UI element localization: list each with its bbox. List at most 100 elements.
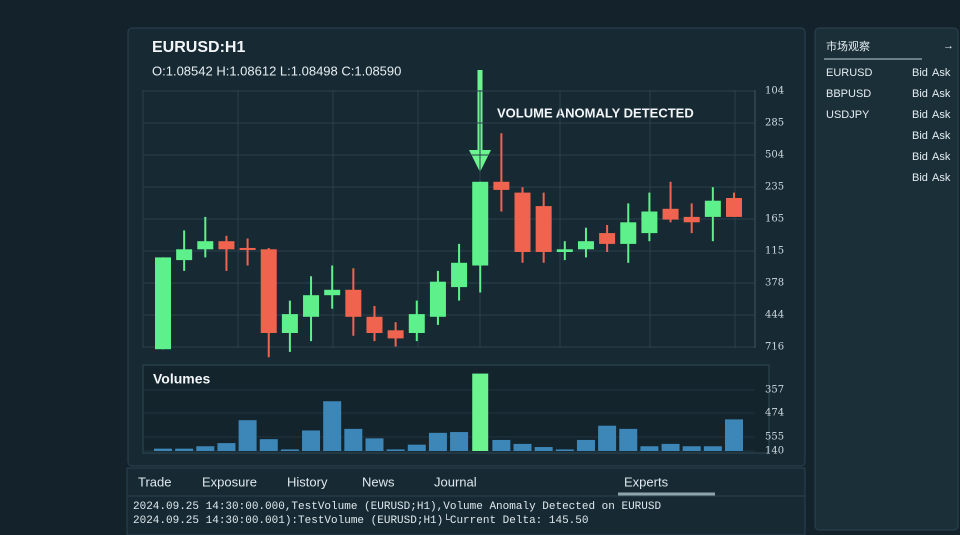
ohlc-text: O:1.08542 H:1.08612 L:1.08498 C:1.08590 [152,63,401,78]
candle-body [493,181,510,190]
watch-ask: Ask [932,130,951,142]
watch-ask: Ask [932,67,951,79]
candle-body [324,289,341,296]
terminal-tab[interactable]: News [362,474,395,489]
volume-bar [238,420,257,451]
watch-bid: Bid [912,151,928,163]
volume-bar [640,446,659,451]
candle-body [472,181,489,266]
volume-bar [661,443,680,451]
log-line: 2024.09.25 14:30:00.000,TestVolume (EURU… [133,501,661,513]
watchlist-icon[interactable]: → [943,40,954,52]
volume-bar [280,449,299,451]
volume-bar [703,446,722,451]
candle-body [366,316,383,333]
watch-bid: Bid [912,172,928,184]
candle-body [155,257,171,350]
candle-body [535,206,552,252]
volume-bar [619,428,638,451]
watch-ask: Ask [932,109,951,121]
volume-bar [513,443,532,451]
price-axis-label: 115 [765,246,784,257]
watchlist-title: 市场观察 [826,39,870,53]
watch-bid: Bid [912,67,928,79]
volume-axis-label: 140 [765,446,784,457]
candle-body [451,262,468,288]
volume-bar [428,432,447,451]
volume-bar [407,444,426,451]
candle-body [726,198,742,217]
watch-ask: Ask [932,88,951,100]
candle-body [641,211,658,234]
volume-bar [725,419,743,451]
watch-symbol[interactable]: USDJPY [826,109,870,121]
price-axis-label: 165 [765,214,784,225]
candle-body [239,247,256,250]
log-line: 2024.09.25 14:30:00.001):TestVolume (EUR… [133,513,588,527]
candle-body [260,249,277,333]
price-axis-label: 444 [765,310,784,321]
price-axis-label: 378 [765,278,784,289]
watch-bid: Bid [912,130,928,142]
volume-bar [576,439,595,451]
volume-bar [598,425,617,451]
candle-body [303,295,320,317]
candle-body [176,249,193,261]
volume-bar [154,448,172,451]
candle-body [683,216,700,223]
candle-body [556,249,573,252]
annotation: VOLUME ANOMALY DETECTED [497,105,694,120]
terminal-panel [126,467,806,535]
terminal-tab[interactable]: Experts [624,474,669,489]
watch-ask: Ask [932,151,951,163]
volume-bar [196,446,215,451]
watch-bid: Bid [912,88,928,100]
symbol-title: EURUSD:H1 [152,39,245,56]
price-axis-label: 235 [765,182,784,193]
price-axis-label: 716 [765,342,784,353]
candle-body [599,233,616,244]
volume-title: Volumes [153,371,211,387]
watch-ask: Ask [932,172,951,184]
price-axis-label: 504 [765,150,784,161]
candle-body [197,241,214,250]
terminal-tab[interactable]: Exposure [202,474,257,489]
price-axis-label: 104 [765,86,784,97]
price-axis-label: 285 [765,118,784,129]
candle-body [620,222,637,244]
volume-axis-label: 555 [765,432,784,443]
watchlist-panel [814,27,959,531]
candle-body [387,330,404,339]
volume-bar [492,439,511,451]
candle-body [662,208,679,220]
volume-bar [344,428,363,451]
candle-body [345,289,362,317]
volume-bar [555,449,574,451]
candle-body [218,241,235,250]
volume-bar [472,373,489,451]
candle-body [704,200,721,217]
watch-symbol[interactable]: EURUSD [826,67,873,79]
watch-bid: Bid [912,109,928,121]
volume-bar [175,448,194,451]
terminal-tab[interactable]: History [287,474,328,489]
terminal-tab[interactable]: Journal [434,474,477,489]
volume-bar [682,446,701,451]
volume-bar [302,430,321,451]
candle-body [577,241,594,250]
terminal-tab[interactable]: Trade [138,474,171,489]
volume-bar [323,401,342,451]
volume-bar [217,443,236,451]
volume-bar [450,432,469,451]
candle-body [429,281,446,317]
candle-body [514,192,531,252]
chart-panel [127,27,806,467]
volume-axis-label: 474 [765,408,784,419]
watch-symbol[interactable]: BBPUSD [826,88,871,100]
volume-bar [259,439,278,451]
volume-bar [365,438,384,451]
volume-bar [386,449,405,451]
volume-axis-label: 357 [765,385,784,396]
volume-bar [534,447,553,451]
